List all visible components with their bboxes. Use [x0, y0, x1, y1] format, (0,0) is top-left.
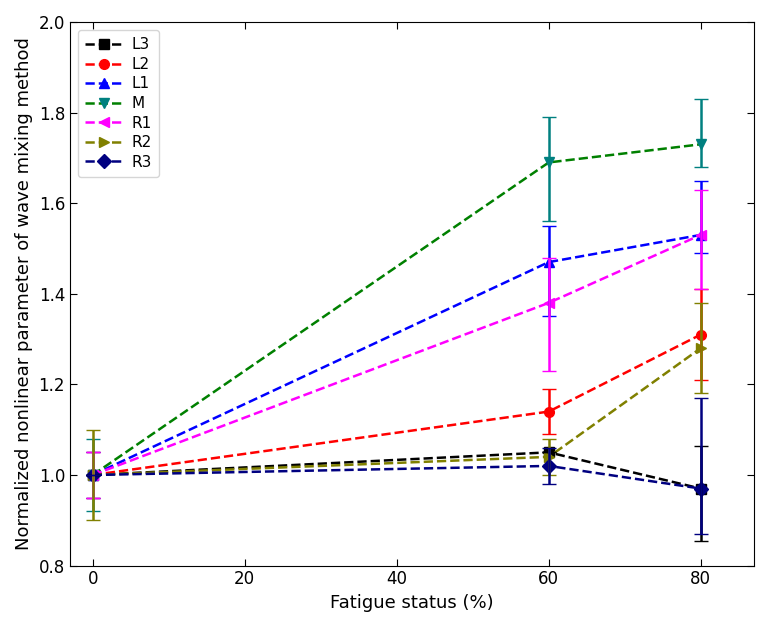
R1: [696, 231, 705, 239]
R2: [88, 472, 98, 479]
L1: [544, 258, 554, 266]
Y-axis label: Normalized nonlinear parameter of wave mixing method: Normalized nonlinear parameter of wave m…: [15, 38, 33, 551]
M: [544, 159, 554, 166]
Line: R1: R1: [88, 230, 706, 480]
R3: [544, 462, 554, 470]
Legend: L3, L2, L1, M, R1, R2, R3: L3, L2, L1, M, R1, R2, R3: [78, 29, 159, 177]
Line: M: M: [88, 139, 706, 480]
L1: [88, 472, 98, 479]
Line: L1: L1: [88, 230, 706, 480]
Line: R2: R2: [88, 344, 706, 480]
R1: [88, 472, 98, 479]
L2: [544, 408, 554, 415]
R2: [544, 453, 554, 461]
L3: [88, 472, 98, 479]
R3: [88, 472, 98, 479]
L1: [696, 231, 705, 239]
R3: [696, 485, 705, 492]
Line: L3: L3: [88, 448, 706, 493]
R2: [696, 344, 705, 352]
L3: [544, 448, 554, 456]
Line: L2: L2: [88, 330, 706, 480]
L2: [696, 331, 705, 339]
M: [696, 140, 705, 148]
Line: R3: R3: [88, 461, 706, 493]
L2: [88, 472, 98, 479]
X-axis label: Fatigue status (%): Fatigue status (%): [330, 594, 494, 612]
R1: [544, 299, 554, 307]
M: [88, 472, 98, 479]
L3: [696, 485, 705, 492]
